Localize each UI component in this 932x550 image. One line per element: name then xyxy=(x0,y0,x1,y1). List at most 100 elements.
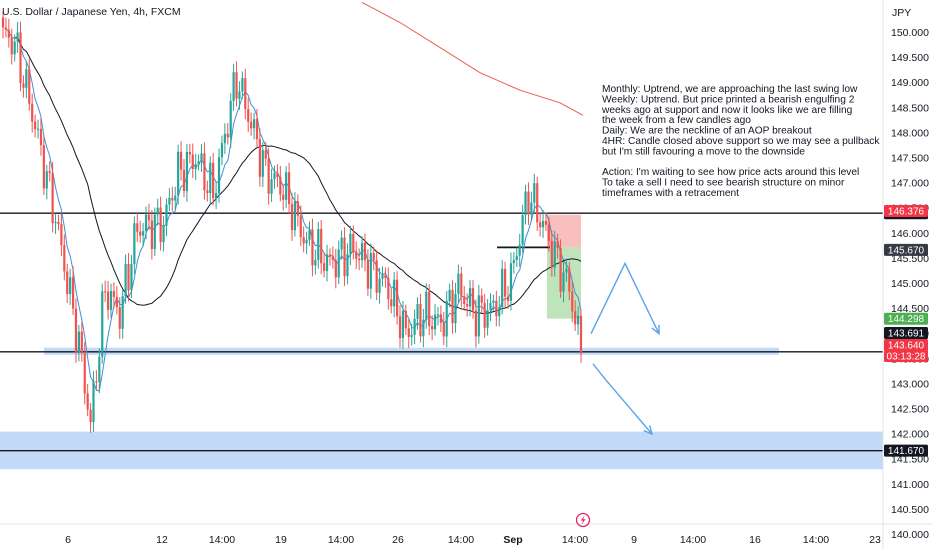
candle-body[interactable] xyxy=(54,222,57,224)
candle-body[interactable] xyxy=(413,318,416,335)
candle-body[interactable] xyxy=(220,143,224,158)
candle-body[interactable] xyxy=(287,172,291,205)
candle-body[interactable] xyxy=(252,119,256,129)
candle-body[interactable] xyxy=(559,247,562,292)
candle-body[interactable] xyxy=(238,91,241,99)
candle-body[interactable] xyxy=(136,223,139,232)
candle-body[interactable] xyxy=(22,83,25,88)
candle-body[interactable] xyxy=(7,29,10,38)
candle-body[interactable] xyxy=(448,289,451,301)
candle-body[interactable] xyxy=(398,316,402,339)
candle-body[interactable] xyxy=(86,393,89,410)
candle-body[interactable] xyxy=(302,237,305,244)
candle-body[interactable] xyxy=(179,151,183,170)
candle-body[interactable] xyxy=(504,268,507,297)
candle-body[interactable] xyxy=(404,311,407,329)
candle-body[interactable] xyxy=(498,307,501,317)
candle-body[interactable] xyxy=(19,32,22,84)
candle-body[interactable] xyxy=(541,221,545,228)
candle-body[interactable] xyxy=(358,258,361,261)
candle-body[interactable] xyxy=(346,254,349,277)
candle-body[interactable] xyxy=(419,303,422,337)
candle-body[interactable] xyxy=(372,253,375,261)
candle-body[interactable] xyxy=(194,164,197,170)
candle-body[interactable] xyxy=(16,32,19,42)
candle-body[interactable] xyxy=(115,296,118,308)
candle-body[interactable] xyxy=(250,121,253,129)
candle-body[interactable] xyxy=(182,169,186,191)
candle-body[interactable] xyxy=(130,264,133,291)
candle-body[interactable] xyxy=(536,183,539,223)
candle-body[interactable] xyxy=(247,109,250,122)
candle-body[interactable] xyxy=(320,229,323,264)
candle-body[interactable] xyxy=(340,237,343,250)
candle-body[interactable] xyxy=(31,103,34,122)
candle-body[interactable] xyxy=(147,214,151,221)
candle-body[interactable] xyxy=(45,171,48,189)
candle-body[interactable] xyxy=(197,161,200,165)
candle-body[interactable] xyxy=(527,191,530,215)
candle-body[interactable] xyxy=(57,222,60,225)
candle-body[interactable] xyxy=(144,214,148,232)
candle-body[interactable] xyxy=(156,207,159,215)
candle-body[interactable] xyxy=(235,72,238,99)
candle-body[interactable] xyxy=(223,133,226,144)
candle-body[interactable] xyxy=(28,69,31,104)
candle-body[interactable] xyxy=(71,277,75,309)
candle-body[interactable] xyxy=(60,224,63,246)
candle-body[interactable] xyxy=(576,315,580,325)
candle-body[interactable] xyxy=(276,172,279,177)
candle-body[interactable] xyxy=(69,277,72,295)
candle-body[interactable] xyxy=(433,314,437,330)
candle-body[interactable] xyxy=(568,268,571,292)
candle-body[interactable] xyxy=(261,150,264,177)
candle-body[interactable] xyxy=(378,278,381,293)
candle-body[interactable] xyxy=(349,233,352,255)
candle-body[interactable] xyxy=(521,215,524,245)
drawings[interactable] xyxy=(590,261,660,436)
candle-body[interactable] xyxy=(533,183,536,203)
candle-body[interactable] xyxy=(10,37,13,55)
candle-body[interactable] xyxy=(474,310,478,337)
candle-body[interactable] xyxy=(428,291,431,327)
candle-body[interactable] xyxy=(308,229,311,240)
candle-body[interactable] xyxy=(562,272,565,292)
candle-body[interactable] xyxy=(565,268,568,273)
candle-body[interactable] xyxy=(477,295,480,337)
candle-body[interactable] xyxy=(159,207,162,243)
candle-body[interactable] xyxy=(290,204,294,231)
candle-body[interactable] xyxy=(51,172,54,224)
candle-body[interactable] xyxy=(106,291,110,310)
candle-body[interactable] xyxy=(217,157,221,194)
candle-body[interactable] xyxy=(48,171,51,173)
candle-body[interactable] xyxy=(80,331,83,354)
candle-body[interactable] xyxy=(1,17,5,28)
candle-body[interactable] xyxy=(293,201,297,231)
candle-body[interactable] xyxy=(264,150,267,159)
candle-body[interactable] xyxy=(384,274,387,279)
candle-body[interactable] xyxy=(501,268,504,308)
candle-body[interactable] xyxy=(200,153,203,162)
candle-body[interactable] xyxy=(13,41,16,55)
candle-body[interactable] xyxy=(454,293,457,324)
candle-body[interactable] xyxy=(92,381,95,423)
candle-body[interactable] xyxy=(98,356,101,383)
candle-body[interactable] xyxy=(317,229,320,260)
candle-body[interactable] xyxy=(451,289,454,324)
candle-body[interactable] xyxy=(515,255,518,261)
candle-body[interactable] xyxy=(375,260,378,293)
horizontal-lines[interactable] xyxy=(0,212,883,452)
candle-body[interactable] xyxy=(296,201,299,216)
candle-body[interactable] xyxy=(168,197,171,205)
candle-body[interactable] xyxy=(416,303,419,319)
candle-body[interactable] xyxy=(212,162,215,199)
candle-body[interactable] xyxy=(185,151,189,191)
candle-body[interactable] xyxy=(550,240,553,268)
candle-body[interactable] xyxy=(574,311,577,325)
candle-body[interactable] xyxy=(410,334,413,337)
candle-body[interactable] xyxy=(74,308,78,353)
candle-body[interactable] xyxy=(255,119,259,140)
candlesticks[interactable] xyxy=(1,11,583,433)
candle-body[interactable] xyxy=(352,233,355,253)
candle-body[interactable] xyxy=(395,279,399,317)
